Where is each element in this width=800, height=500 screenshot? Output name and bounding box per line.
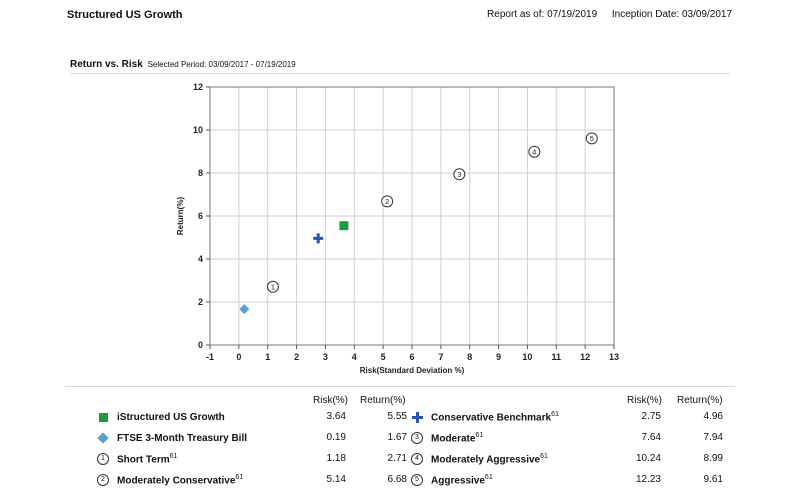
return-vs-risk-chart: -1 0 1 2 3 4 5 6 7 8 9 10 11 12 13024681012Risk(Standa…: [176, 82, 619, 375]
legend-divider: [65, 386, 735, 387]
risk-value: 5.14: [326, 474, 346, 485]
point-number-moderately-conservative: 2: [385, 197, 389, 206]
risk-value: 12.23: [635, 474, 661, 485]
footnote-ref: 61: [235, 473, 244, 481]
y-axis-title: Return(%): [176, 197, 185, 236]
return-value: 1.67: [387, 432, 407, 443]
legend-item-moderately-conservative: 2 Moderately Conservative61: [97, 472, 243, 488]
legend-item-conservative-benchmark: Conservative Benchmark61: [411, 409, 559, 425]
point-istructured-us-growth: [339, 221, 349, 231]
point-moderately-conservative: [381, 195, 394, 208]
risk-value: 3.64: [326, 411, 346, 422]
x-tick-label: 12: [580, 352, 590, 362]
section-title: Return vs. Risk: [70, 59, 143, 70]
section-divider: [70, 73, 730, 74]
legend-label: Moderately Conservative61: [117, 473, 244, 487]
legend-item-moderate: 3 Moderate61: [411, 430, 483, 446]
x-tick-label: -1: [206, 352, 214, 362]
point-conservative-benchmark: [313, 233, 324, 244]
y-tick-label: 6: [198, 211, 203, 221]
legend-item-moderately-aggressive: 4 Moderately Aggressive61: [411, 451, 548, 467]
point-aggressive: [585, 132, 598, 145]
y-tick-label: 8: [198, 168, 203, 178]
point-ftse-3-month-treasury-bill: [239, 304, 250, 315]
risk-value: 1.18: [326, 453, 346, 464]
legend-item-short-term: 1 Short Term61: [97, 451, 177, 467]
legend-label: Short Term61: [117, 452, 178, 466]
x-tick-label: 5: [381, 352, 386, 362]
x-tick-label: 11: [552, 352, 562, 362]
legend-icon-moderately-aggressive: 4: [411, 453, 423, 465]
y-tick-label: 2: [198, 297, 203, 307]
x-tick-label: 7: [438, 352, 443, 362]
legend-icon-aggressive: 5: [411, 474, 423, 486]
x-tick-label: 8: [467, 352, 472, 362]
risk-value: 0.19: [326, 432, 346, 443]
legend-icon-moderately-conservative: 2: [97, 474, 109, 486]
x-axis-title: Risk(Standard Deviation %): [360, 366, 465, 375]
legend-item-istructured-us-growth: iStructured US Growth: [97, 409, 225, 425]
selected-period: Selected Period: 03/09/2017 - 07/19/2019: [147, 60, 296, 69]
inception-date: Inception Date: 03/09/2017: [611, 9, 732, 20]
x-tick-label: 13: [609, 352, 619, 362]
risk-value: 10.24: [635, 453, 661, 464]
point-moderately-aggressive: [528, 145, 541, 158]
y-tick-label: 12: [193, 82, 203, 92]
return-value: 9.61: [703, 474, 723, 485]
section-header: Return vs. Risk Selected Period: 03/09/2…: [70, 59, 296, 70]
footnote-ref: 61: [484, 473, 493, 481]
col-head-risk-left: Risk(%): [313, 395, 348, 406]
return-value: 8.99: [703, 453, 723, 464]
legend-label: iStructured US Growth: [117, 411, 225, 423]
report-as-of: Report as of: 07/19/2019: [487, 9, 598, 20]
legend-icon-short-term: 1: [97, 453, 109, 465]
legend-label: FTSE 3-Month Treasury Bill: [117, 432, 248, 444]
report-meta: Report as of: 07/19/2019 Inception Date:…: [487, 9, 732, 20]
col-head-return-left: Return(%): [360, 395, 406, 406]
x-tick-label: 1: [265, 352, 270, 362]
point-short-term: [266, 280, 279, 293]
return-value: 6.68: [387, 474, 407, 485]
y-tick-label: 4: [198, 254, 203, 264]
return-value: 4.96: [703, 411, 723, 422]
x-tick-label: 2: [294, 352, 299, 362]
y-tick-label: 0: [198, 340, 203, 350]
legend-icon-conservative-benchmark: [411, 411, 423, 423]
footnote-ref: 61: [169, 452, 178, 460]
x-tick-label: 3: [323, 352, 328, 362]
return-value: 2.71: [387, 453, 407, 464]
point-number-moderate: 3: [457, 170, 461, 179]
legend-label: Moderate61: [431, 431, 484, 445]
legend-item-aggressive: 5 Aggressive61: [411, 472, 493, 488]
y-tick-label: 10: [193, 125, 203, 135]
footnote-ref: 61: [551, 410, 559, 418]
legend-label: Aggressive61: [431, 473, 493, 487]
col-head-risk-right: Risk(%): [627, 395, 662, 406]
legend-icon-istructured-us-growth: [97, 411, 109, 423]
col-head-return-right: Return(%): [677, 395, 723, 406]
x-tick-label: 10: [522, 352, 532, 362]
legend-label: Moderately Aggressive61: [431, 452, 548, 466]
risk-value: 7.64: [641, 432, 661, 443]
return-value: 7.94: [703, 432, 723, 443]
legend-icon-ftse-3-month-treasury-bill: [97, 432, 109, 444]
x-tick-label: 0: [236, 352, 241, 362]
risk-value: 2.75: [641, 411, 661, 422]
x-tick-label: 9: [496, 352, 501, 362]
legend-label: Conservative Benchmark61: [431, 410, 559, 424]
point-moderate: [453, 168, 466, 181]
x-tick-label: 4: [352, 352, 357, 362]
point-number-moderately-aggressive: 4: [532, 147, 536, 156]
footnote-ref: 61: [540, 452, 548, 460]
report-title: Structured US Growth: [67, 9, 183, 21]
footnote-ref: 61: [475, 431, 484, 439]
legend-item-ftse-3-month-treasury-bill: FTSE 3-Month Treasury Bill: [97, 430, 247, 446]
point-number-aggressive: 5: [590, 134, 594, 143]
x-tick-label: 6: [409, 352, 414, 362]
return-value: 5.55: [387, 411, 407, 422]
legend-icon-moderate: 3: [411, 432, 423, 444]
point-number-short-term: 1: [271, 282, 275, 291]
